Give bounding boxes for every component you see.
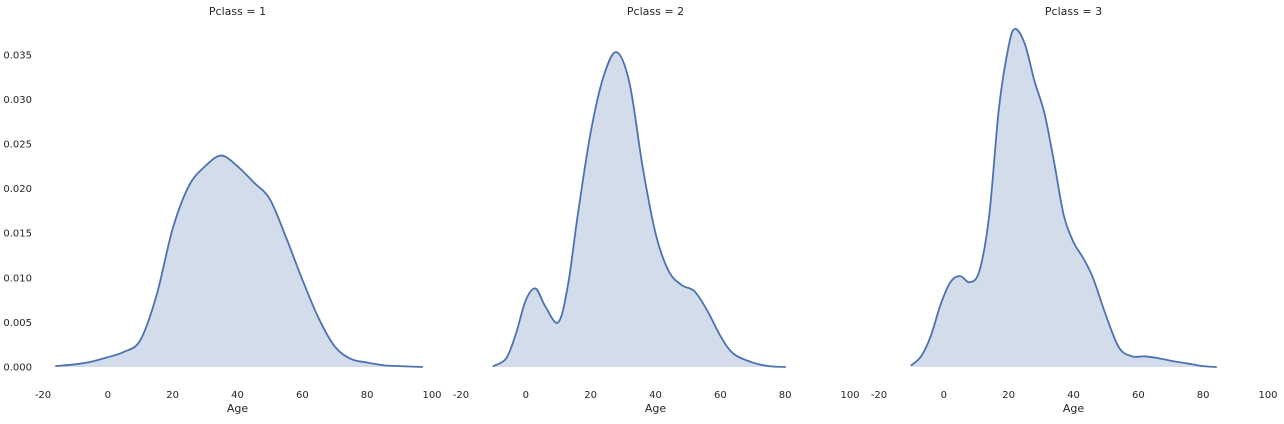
- panel-title: Pclass = 1: [209, 5, 266, 18]
- x-tick-label: 40: [1067, 390, 1080, 401]
- x-tick-label: 20: [166, 390, 179, 401]
- x-axis-label: Age: [227, 402, 249, 415]
- y-tick-label: 0.000: [3, 363, 32, 374]
- x-tick-label: 40: [231, 390, 244, 401]
- x-tick-label: 0: [523, 390, 529, 401]
- kde-line: [55, 154, 424, 368]
- kde-line: [910, 27, 1218, 368]
- x-tick-label: 80: [1197, 390, 1210, 401]
- facet-panel-2: Pclass = 2 -20 0 20 40 60 80 100 Age: [453, 5, 860, 415]
- x-tick-label: 80: [361, 390, 374, 401]
- y-tick-label: 0.035: [3, 50, 32, 61]
- x-tick-label: 0: [941, 390, 947, 401]
- facet-panel-3: Pclass = 3 -20 0 20 40 60 80 100 Age: [871, 5, 1278, 415]
- y-tick-label: 0.005: [3, 318, 32, 329]
- x-axis-label: Age: [645, 402, 667, 415]
- facet-panel-1: Pclass = 1 -20 0 20 40 60 80 100 Age 0.000 0.005 0.…: [3, 5, 441, 415]
- kde-area-fill: [911, 28, 1217, 367]
- x-tick-label: -20: [453, 390, 469, 401]
- x-tick-label: 60: [1132, 390, 1145, 401]
- x-axis-label: Age: [1063, 402, 1085, 415]
- y-tick-label: 0.030: [3, 95, 32, 106]
- y-tick-label: 0.020: [3, 184, 32, 195]
- y-tick-label: 0.025: [3, 139, 32, 150]
- kde-area-fill: [493, 52, 786, 367]
- y-tick-label: 0.015: [3, 229, 32, 240]
- x-tick-label: 60: [714, 390, 727, 401]
- x-tick-label: 100: [422, 390, 441, 401]
- x-tick-label: 100: [1258, 390, 1277, 401]
- x-tick-label: -20: [35, 390, 51, 401]
- x-tick-label: 100: [840, 390, 859, 401]
- x-tick-label: -20: [871, 390, 887, 401]
- panel-title: Pclass = 3: [1045, 5, 1102, 18]
- x-tick-label: 20: [584, 390, 597, 401]
- x-tick-label: 40: [649, 390, 662, 401]
- x-tick-label: 20: [1002, 390, 1015, 401]
- x-tick-label: 0: [105, 390, 111, 401]
- kde-area-fill: [55, 155, 423, 367]
- x-tick-label: 60: [296, 390, 309, 401]
- kde-line: [492, 51, 787, 368]
- panel-title: Pclass = 2: [627, 5, 684, 18]
- y-tick-label: 0.010: [3, 273, 32, 284]
- x-tick-label: 80: [779, 390, 792, 401]
